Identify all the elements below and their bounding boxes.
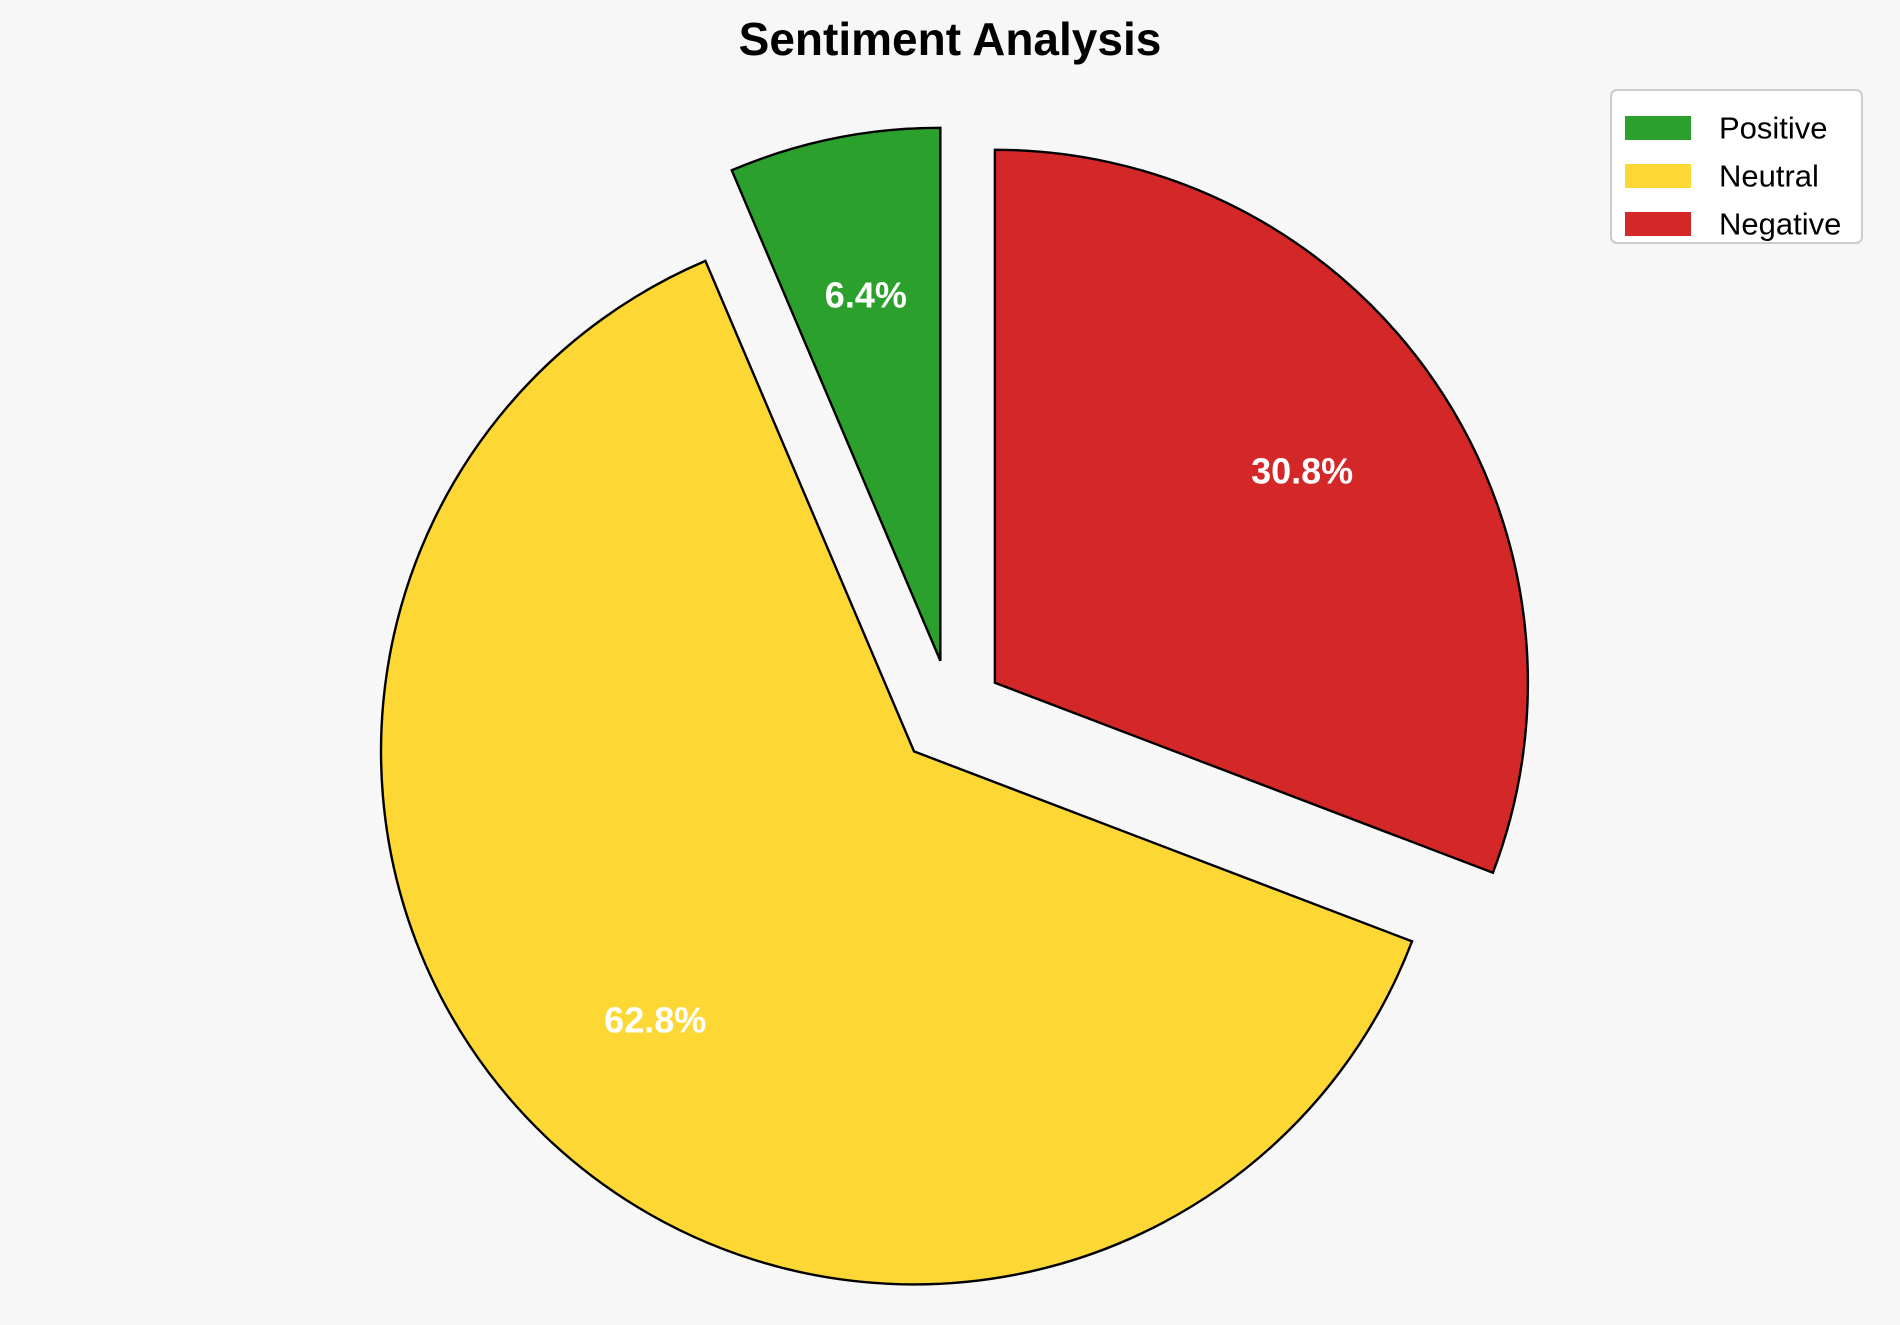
pie-slice-neutral <box>379 259 1414 1286</box>
slice-label-neutral: 62.8% <box>604 1000 706 1041</box>
legend-label-positive: Positive <box>1719 111 1828 146</box>
legend-label-negative: Negative <box>1719 207 1841 242</box>
slice-label-negative: 30.8% <box>1251 451 1353 492</box>
pie-slices <box>379 126 1530 1286</box>
pie-slice-negative <box>993 148 1530 875</box>
legend-swatch-positive <box>1625 116 1691 140</box>
slice-label-positive: 6.4% <box>825 275 907 316</box>
legend-label-neutral: Neutral <box>1719 159 1819 194</box>
pie-slice-positive <box>730 126 942 662</box>
legend-swatch-neutral <box>1625 164 1691 188</box>
chart-title: Sentiment Analysis <box>739 13 1162 65</box>
pie-slice-labels: 6.4% 62.8% 30.8% <box>604 275 1353 1041</box>
legend-swatch-negative <box>1625 212 1691 236</box>
legend: Positive Neutral Negative <box>1610 89 1863 244</box>
